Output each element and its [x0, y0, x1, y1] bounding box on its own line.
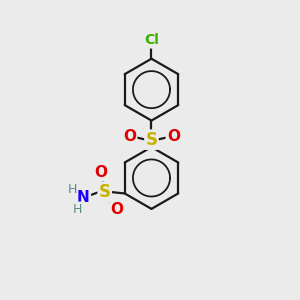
Text: O: O [94, 165, 107, 180]
Text: Cl: Cl [144, 34, 159, 47]
Text: S: S [146, 131, 158, 149]
Text: H: H [68, 182, 77, 196]
Text: O: O [167, 129, 180, 144]
Text: N: N [77, 190, 90, 205]
Text: O: O [123, 129, 136, 144]
Text: O: O [110, 202, 124, 217]
Text: H: H [72, 202, 82, 215]
Text: S: S [99, 183, 111, 201]
